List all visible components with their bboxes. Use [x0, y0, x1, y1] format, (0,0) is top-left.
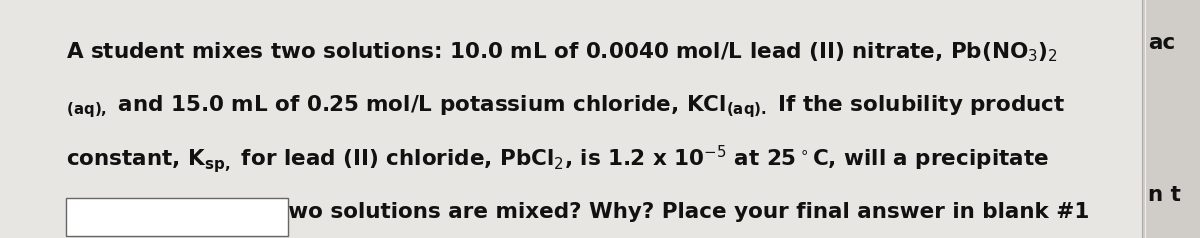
- Text: $_{\mathregular{(aq),}}$ and 15.0 mL of 0.25 mol/L potassium chloride, KCl$_{\ma: $_{\mathregular{(aq),}}$ and 15.0 mL of …: [66, 94, 1066, 120]
- Bar: [1142, 0, 1200, 238]
- Text: constant, K$_{\mathregular{sp,}}$ for lead (II) chloride, PbCl$_2$, is 1.2 x 10$: constant, K$_{\mathregular{sp,}}$ for le…: [66, 144, 1049, 175]
- Text: ac: ac: [1148, 33, 1176, 53]
- Bar: [66, 198, 288, 236]
- Text: n t: n t: [1148, 185, 1181, 205]
- Text: A student mixes two solutions: 10.0 mL of 0.0040 mol/L lead (II) nitrate, Pb(NO$: A student mixes two solutions: 10.0 mL o…: [66, 40, 1058, 64]
- Text: form when these two solutions are mixed? Why? Place your final answer in blank #: form when these two solutions are mixed?…: [66, 202, 1090, 222]
